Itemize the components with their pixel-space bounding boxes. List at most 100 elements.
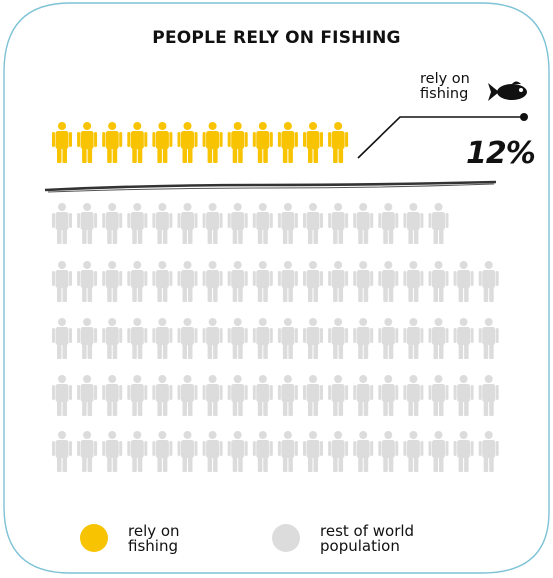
person-icon-rest-of-world	[378, 431, 399, 472]
person-icon-rest-of-world	[478, 261, 499, 302]
person-icon-rest-of-world	[428, 318, 449, 359]
person-icon-rest-of-world	[202, 203, 223, 244]
person-icon-rest-of-world	[277, 375, 298, 416]
callout-label: rely on fishing	[420, 72, 470, 102]
person-icon-rest-of-world	[328, 261, 349, 302]
person-icon-rest-of-world	[478, 318, 499, 359]
legend-label-line1: rely on	[128, 522, 180, 540]
person-icon-rest-of-world	[127, 431, 148, 472]
person-icon-rest-of-world	[177, 203, 198, 244]
person-icon-rest-of-world	[52, 431, 72, 472]
person-icon-rest-of-world	[227, 318, 248, 359]
person-icon-rest-of-world	[52, 261, 72, 302]
person-icon-rest-of-world	[277, 318, 298, 359]
legend-label-line2: fishing	[128, 537, 178, 555]
person-icon-rest-of-world	[303, 431, 323, 472]
person-icon-rest-of-world	[102, 375, 123, 416]
person-icon-rest-of-world	[227, 261, 248, 302]
person-icon-rely-on-fishing	[77, 122, 98, 163]
person-icon-rest-of-world	[252, 431, 273, 472]
person-icon-rely-on-fishing	[277, 122, 298, 163]
fish-icon	[488, 81, 527, 101]
person-icon-rest-of-world	[328, 318, 349, 359]
person-icon-rest-of-world	[478, 375, 499, 416]
person-icon-rest-of-world	[378, 203, 399, 244]
person-icon-rest-of-world	[202, 375, 223, 416]
person-icon-rest-of-world	[227, 431, 248, 472]
chart-title: PEOPLE RELY ON FISHING	[152, 28, 401, 48]
person-icon-rest-of-world	[127, 318, 148, 359]
person-icon-rest-of-world	[102, 318, 123, 359]
callout-label-line1: rely on	[420, 71, 470, 87]
person-icon-rest-of-world	[428, 375, 449, 416]
person-icon-rest-of-world	[127, 261, 148, 302]
person-icon-rest-of-world	[102, 203, 123, 244]
person-icon-rest-of-world	[152, 203, 173, 244]
person-icon-rely-on-fishing	[252, 122, 273, 163]
person-icon-rest-of-world	[328, 203, 349, 244]
legend-label-rely-on-fishing: rely on fishing	[128, 524, 180, 554]
person-icon-rest-of-world	[353, 375, 374, 416]
person-icon-rest-of-world	[303, 318, 323, 359]
person-icon-rest-of-world	[378, 318, 399, 359]
person-icon-rest-of-world	[252, 375, 273, 416]
person-icon-rest-of-world	[252, 261, 273, 302]
person-icon-rest-of-world	[328, 431, 349, 472]
legend-swatch-rest-of-world	[272, 524, 300, 552]
person-icon-rest-of-world	[102, 431, 123, 472]
person-icon-rest-of-world	[77, 203, 98, 244]
person-icon-rest-of-world	[77, 318, 98, 359]
person-icon-rest-of-world	[252, 203, 273, 244]
person-icon-rest-of-world	[403, 375, 424, 416]
callout-label-line2: fishing	[420, 86, 469, 102]
person-icon-rest-of-world	[277, 203, 298, 244]
person-icon-rest-of-world	[77, 375, 98, 416]
person-icon-rest-of-world	[353, 431, 374, 472]
legend-label-line1: rest of world	[320, 522, 415, 540]
person-icon-rest-of-world	[403, 261, 424, 302]
person-icon-rest-of-world	[177, 375, 198, 416]
person-icon-rest-of-world	[127, 203, 148, 244]
person-icon-rest-of-world	[52, 203, 72, 244]
person-icon-rest-of-world	[277, 431, 298, 472]
person-icon-rest-of-world	[177, 261, 198, 302]
person-icon-rest-of-world	[428, 203, 449, 244]
person-icon-rest-of-world	[453, 318, 474, 359]
person-icon-rest-of-world	[403, 431, 424, 472]
person-icon-rely-on-fishing	[227, 122, 248, 163]
person-icon-rest-of-world	[378, 375, 399, 416]
legend-label-line2: population	[320, 537, 400, 555]
person-icon-rely-on-fishing	[328, 122, 349, 163]
person-icon-rest-of-world	[152, 261, 173, 302]
person-icon-rely-on-fishing	[52, 122, 72, 163]
person-icon-rest-of-world	[152, 431, 173, 472]
person-icon-rest-of-world	[152, 318, 173, 359]
person-icon-rest-of-world	[227, 375, 248, 416]
person-icon-rest-of-world	[303, 375, 323, 416]
person-icon-rest-of-world	[202, 261, 223, 302]
person-icon-rest-of-world	[77, 431, 98, 472]
person-icon-rely-on-fishing	[102, 122, 123, 163]
person-icon-rest-of-world	[52, 318, 72, 359]
person-icon-rely-on-fishing	[127, 122, 148, 163]
person-icon-rest-of-world	[252, 318, 273, 359]
legend-swatch-rely-on-fishing	[80, 524, 108, 552]
person-icon-rest-of-world	[177, 318, 198, 359]
person-icon-rest-of-world	[202, 318, 223, 359]
person-icon-rely-on-fishing	[202, 122, 223, 163]
person-icon-rest-of-world	[453, 431, 474, 472]
person-icon-rest-of-world	[303, 261, 323, 302]
person-icon-rest-of-world	[52, 375, 72, 416]
person-icon-rest-of-world	[77, 261, 98, 302]
person-icon-rest-of-world	[453, 261, 474, 302]
person-icon-rest-of-world	[353, 203, 374, 244]
person-icon-rest-of-world	[303, 203, 323, 244]
person-icon-rest-of-world	[378, 261, 399, 302]
person-icon-rest-of-world	[428, 431, 449, 472]
legend-label-rest-of-world: rest of world population	[320, 524, 414, 554]
person-icon-rest-of-world	[353, 318, 374, 359]
